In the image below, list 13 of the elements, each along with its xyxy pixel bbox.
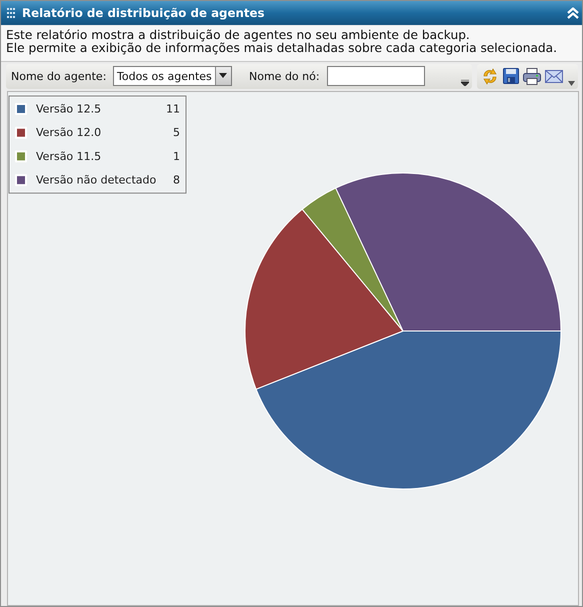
- dropdown-field: Todos os agentes: [113, 66, 232, 86]
- text: Nome do agente:: [11, 70, 106, 83]
- data-label: 1: [173, 150, 180, 163]
- legend-label: Versão 12.0: [36, 126, 102, 140]
- data-label: 8: [173, 174, 180, 187]
- data-label: 5: [173, 126, 180, 140]
- chart-subtitle: Este relatório mostra a distribuição de agentes no seu ambiente de backup. Ele permite a exibição de informações mais detalhadas sobre cada categoria selecionada.: [6, 28, 557, 55]
- text: Nome do nó:: [249, 70, 320, 83]
- data-label: 11: [166, 102, 180, 116]
- legend-label: Versão 12.5: [36, 102, 102, 116]
- chart-title: Relatório de distribuição de agentes: [22, 5, 265, 21]
- legend-label: Versão 11.5: [36, 150, 102, 163]
- legend-label: Versão não detectado: [36, 174, 157, 187]
